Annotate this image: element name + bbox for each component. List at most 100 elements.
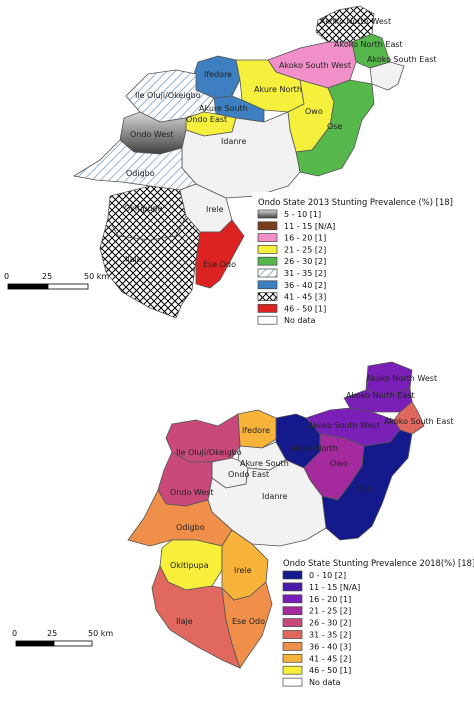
map2018-legend-swatch [282,677,303,687]
map2013-legend-label: 26 - 30 [2] [284,257,326,266]
scale-2013-segment-2 [47,283,89,290]
map2013-legend-swatch [257,256,278,266]
legend-2013-title: Ondo State 2013 Stunting Prevalence (%) … [258,197,453,207]
map2013-legend-swatch [257,245,278,254]
legend-2013-items: 5 - 10 [1] 11 - 15 [N/A] 16 - 20 [1] 21 - 2… [257,209,335,325]
map2013-legend-label: 36 - 40 [2] [284,281,326,290]
region-label-ese-odo: Ese Odo [203,260,236,269]
region-label-akoko-south-east: Akoko South East [384,417,454,426]
scale-2013-label-50: 50 km [84,272,109,281]
region-ose [321,429,413,541]
map-2018-regions [127,361,425,669]
map2013-legend-label: 31 - 35 [2] [284,269,326,278]
map2018-legend-swatch [282,570,303,580]
map2018-legend-swatch [282,642,303,651]
map-2013-regions [72,5,405,319]
map2018-legend-label: 31 - 35 [2] [309,631,351,640]
map2013-legend-swatch [257,233,278,242]
region-label-idanre: Idanre [221,137,247,146]
region-label-owo: Owo [330,459,348,468]
map-2013-labels: Akoko North West Akoko North East Akoko … [124,17,437,269]
map2013-legend-swatch [257,315,278,325]
legend-2018: Ondo State Stunting Prevalence 2018(%) [… [276,556,474,696]
region-label-akoko-south-west: Akoko South West [279,61,351,70]
scale-2018-label-0: 0 [12,629,17,638]
region-ilaje [99,215,201,319]
map2013-legend-label: 21 - 25 [2] [284,245,326,254]
region-ose [295,79,375,177]
legend-2013: Ondo State 2013 Stunting Prevalence (%) … [252,192,470,334]
map2018-legend-label: 21 - 25 [2] [309,607,351,616]
region-label-akoko-north-east: Akoko North East [334,40,403,49]
map2013-legend-swatch [257,221,278,231]
region-label-akure-north: Akure North [290,444,338,453]
map2013-legend-swatch [257,268,278,278]
region-label-akure-south: Akure South [199,104,248,113]
region-odigbo [72,139,197,191]
region-label-ondo-east: Ondo East [186,115,227,124]
map2018-legend-label: 0 - 10 [2] [309,571,346,580]
region-label-odigbo: Odigbo [126,169,155,178]
region-label-ile-oluji: Ile Oluji/Okeigbo [135,91,201,100]
map2013-legend-swatch [257,280,278,290]
region-label-ondo-east: Ondo East [228,470,269,479]
region-akoko-south-east [369,61,405,91]
region-label-owo: Owo [305,107,323,116]
map-2013: Akoko North West Akoko North East Akoko … [4,5,470,334]
region-label-ondo-west: Ondo West [130,130,174,139]
map2013-legend-swatch [257,209,278,219]
scale-2013-segment-1 [7,283,49,290]
map2018-legend-label: 36 - 40 [3] [309,642,351,651]
map2018-legend-swatch [282,618,303,627]
legend-2018-background [276,556,472,696]
region-label-akoko-south-west: Akoko South West [308,421,380,430]
legend-2013-background [252,192,470,334]
legend-2018-items: 0 - 10 [2] 11 - 15 [N/A] 16 - 20 [1] 21 - 2… [282,570,360,687]
region-label-ese-odo: Ese Odo [232,617,265,626]
map2013-legend-swatch [257,304,278,313]
map2018-legend-swatch [282,582,303,592]
map2018-legend-label: 41 - 45 [2] [309,654,351,663]
region-label-idanre: Idanre [262,492,288,501]
scale-bar-2013: 0 25 50 km [4,272,109,290]
map2013-legend-label: 16 - 20 [1] [284,234,326,243]
map2013-legend-label: 46 - 50 [1] [284,304,326,313]
region-label-okitipupa: Okitipupa [124,204,163,213]
region-label-akoko-north-east: Akoko North East [346,391,415,400]
region-label-ifedore: Ifedore [242,426,270,435]
region-label-akure-south: Akure South [240,459,289,468]
map-2018-labels: Akoko North West Akoko North East Akoko … [170,374,454,626]
region-label-ose: Ose [327,122,342,131]
region-okitipupa [107,185,187,241]
region-label-ilaje: Ilaje [176,617,193,626]
scale-2018-label-25: 25 [47,629,57,638]
scale-2018-segment-1 [15,640,55,647]
region-label-akoko-north-west: Akoko North West [366,374,437,383]
region-label-okitipupa: Okitipupa [170,561,209,570]
scale-2013-label-25: 25 [42,272,52,281]
map2018-legend-label: 16 - 20 [1] [309,595,351,604]
map2018-legend-label: 11 - 15 [N/A] [309,583,360,592]
map2013-legend-label: 11 - 15 [N/A] [284,222,335,231]
map2013-legend-label: 41 - 45 [3] [284,293,326,302]
map-2018: Akoko North West Akoko North East Akoko … [12,361,474,696]
scale-2018-label-50: 50 km [88,629,113,638]
map2018-legend-label: No data [309,678,341,687]
map2018-legend-label: 26 - 30 [2] [309,619,351,628]
region-label-irele: Irele [206,205,224,214]
map2013-legend-swatch [257,292,278,301]
region-label-irele: Irele [234,566,252,575]
map2018-legend-swatch [282,594,303,604]
scale-2018-segment-2 [53,640,93,647]
region-ese-odo [195,219,245,289]
map2018-legend-label: 46 - 50 [1] [309,666,351,675]
region-label-odigbo: Odigbo [176,523,205,532]
map2018-legend-swatch [282,665,303,675]
region-label-ondo-west: Ondo West [170,488,214,497]
map2018-legend-swatch [282,630,303,639]
region-label-akoko-north-west: Akoko North West [320,17,391,26]
region-label-ifedore: Ifedore [204,70,232,79]
map2018-legend-swatch [282,606,303,616]
region-label-akure-north: Akure North [254,85,302,94]
region-ese-odo [221,581,273,669]
